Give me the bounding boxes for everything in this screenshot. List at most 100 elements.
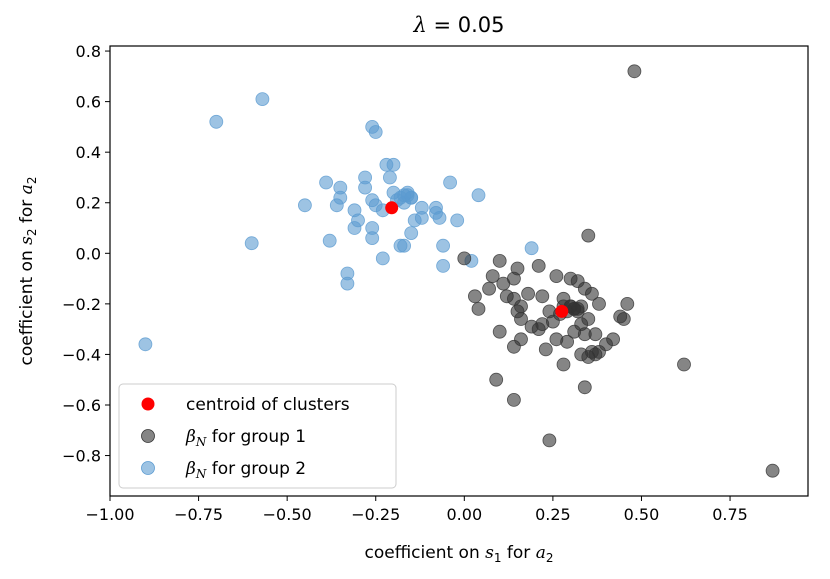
group-1-point [538, 342, 553, 357]
group-2-point [471, 188, 486, 203]
group-1-point [507, 339, 521, 354]
plot-frame [109, 45, 809, 497]
legend-marker-centroids [141, 397, 155, 411]
y-tick-label: −0.6 [62, 396, 101, 415]
legend-label-centroids: centroid of clusters [186, 395, 350, 415]
x-tick-label: −0.75 [174, 505, 223, 524]
legend-marker-group-2 [141, 461, 155, 475]
group-1-point [482, 281, 497, 296]
group-2-point [297, 198, 312, 213]
y-tick-label: 0.4 [76, 143, 101, 162]
legend-box [118, 383, 397, 489]
group-2-point [397, 238, 412, 253]
group-1-point [585, 286, 599, 301]
group-2-point [404, 226, 419, 241]
legend-marker-group-1 [141, 429, 155, 443]
group-1-point [507, 271, 521, 286]
group-2-point [436, 258, 451, 273]
group-2-point [138, 337, 153, 352]
group-1-point [588, 347, 603, 362]
group-1-point [556, 357, 571, 372]
centroid-point [385, 201, 399, 215]
y-tick-label: 0.8 [76, 42, 101, 61]
group-2-point [382, 170, 397, 185]
group-2-point [407, 213, 422, 228]
group-1-point [588, 327, 603, 342]
group-1-point [485, 269, 500, 284]
group-1-point [765, 463, 780, 478]
group-1-point [677, 357, 691, 372]
group-2-point [329, 198, 344, 213]
group-1-point [471, 301, 486, 316]
y-tick-label: 0.2 [76, 194, 101, 213]
group-1-point [489, 372, 504, 387]
group-2-point [524, 241, 539, 256]
group-2-point [347, 221, 362, 235]
group-1-point [570, 301, 585, 316]
group-2-point [368, 125, 383, 139]
group-2-point [443, 175, 458, 190]
x-tick-label: −0.50 [263, 505, 312, 524]
group-1-point [524, 319, 539, 334]
group-1-point [592, 296, 606, 311]
group-2-point [397, 188, 412, 203]
group-2-point [358, 180, 373, 195]
group-1-point [531, 258, 546, 273]
x-axis-label: coefficient on s1 for a2 [365, 543, 554, 565]
group-2-point [386, 157, 401, 172]
centroid-point [555, 304, 569, 318]
group-2-point [375, 251, 390, 266]
x-tick-label: 0.50 [624, 505, 660, 524]
y-tick-label: −0.4 [62, 345, 101, 364]
x-tick-label: 0.00 [447, 505, 483, 524]
points-layer [138, 64, 780, 478]
y-axis-label: coefficient on s2 for a2 [17, 177, 39, 366]
group-1-point [577, 380, 592, 395]
group-1-point [549, 332, 564, 347]
group-1-point [535, 289, 550, 304]
group-1-point [613, 309, 628, 324]
y-tick-label: −0.8 [62, 447, 101, 466]
group-1-point [574, 347, 589, 362]
group-2-point [244, 236, 259, 251]
title-lambda: λ [412, 13, 426, 37]
group-1-point [510, 304, 525, 319]
x-tick-label: −1.00 [85, 505, 134, 524]
group-1-point [492, 253, 507, 268]
y-tick-label: −0.2 [62, 295, 101, 314]
group-1-point [549, 269, 564, 284]
group-2-point [319, 175, 334, 190]
legend-label-group-2: βN for group 2 [185, 459, 306, 481]
group-1-point [581, 228, 596, 243]
x-tick-label: 0.25 [535, 505, 571, 524]
group-2-point [209, 114, 224, 129]
group-1-point [507, 291, 521, 306]
x-tick-label: −0.25 [351, 505, 400, 524]
group-2-point [436, 238, 451, 253]
group-2-point [255, 92, 270, 106]
title-value: = 0.05 [427, 13, 505, 37]
y-tick-label: 0.0 [76, 244, 101, 263]
x-axis-ticks: −1.00 −0.75 −0.50 −0.25 0.00 0.25 0.50 0.75 [85, 496, 748, 524]
group-2-point [322, 233, 337, 248]
group-2-point [365, 231, 380, 246]
group-1-point [521, 286, 535, 301]
group-1-point [542, 433, 557, 448]
group-1-point [627, 64, 642, 79]
group-1-point [620, 296, 635, 311]
group-1-point [457, 251, 472, 266]
y-tick-label: 0.6 [76, 93, 101, 112]
group-2-point [450, 213, 465, 228]
group-1-point [507, 392, 521, 407]
legend: centroid of clusters βN for group 1 βN f… [118, 383, 397, 489]
group-2-point [340, 276, 355, 291]
group-2-point [432, 210, 447, 225]
group-1-point [467, 289, 482, 304]
legend-label-group-1: βN for group 1 [185, 427, 306, 449]
group-1-point [606, 332, 620, 347]
chart-title: λ = 0.05 [412, 13, 504, 37]
x-tick-label: 0.75 [712, 505, 748, 524]
y-axis-ticks: 0.8 0.6 0.4 0.2 0.0 −0.2 −0.4 −0.6 −0.8 [62, 42, 110, 466]
group-1-point [492, 324, 507, 339]
